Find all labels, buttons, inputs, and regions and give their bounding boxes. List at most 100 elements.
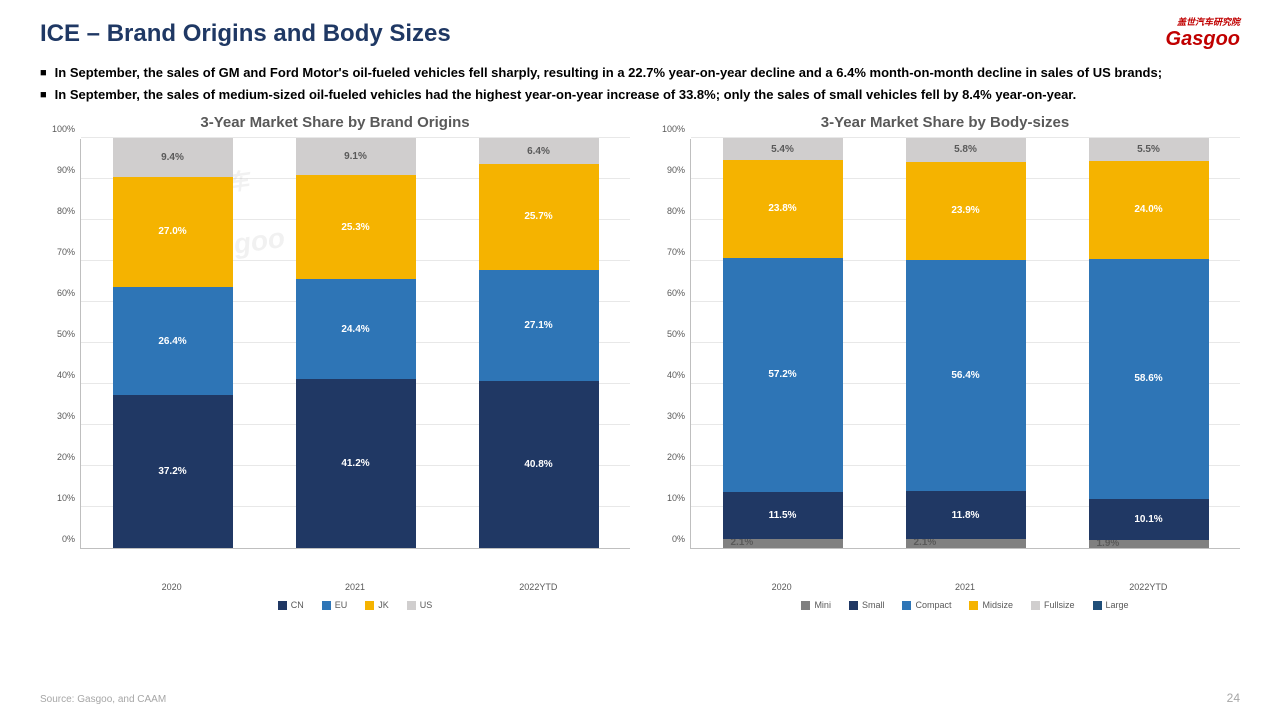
y-tick-label: 30% — [667, 411, 685, 421]
y-axis: 0%10%20%30%40%50%60%70%80%90%100% — [650, 139, 690, 549]
y-tick-label: 40% — [667, 370, 685, 380]
y-axis: 0%10%20%30%40%50%60%70%80%90%100% — [40, 139, 80, 549]
y-tick-label: 60% — [57, 288, 75, 298]
legend-label: Small — [862, 600, 885, 610]
bar-segment: 9.4% — [113, 138, 233, 177]
y-tick-label: 10% — [667, 493, 685, 503]
legend-swatch-icon — [1093, 601, 1102, 610]
legend-item: Mini — [801, 600, 831, 610]
bar-segment: 5.5% — [1089, 138, 1209, 161]
bar-segment: 27.1% — [479, 270, 599, 381]
stacked-bar: 1.9%10.1%58.6%24.0%5.5% — [1089, 138, 1209, 548]
logo-subtitle: 盖世汽车研究院 — [1166, 15, 1240, 28]
x-tick-label: 2021 — [295, 582, 415, 592]
legend-swatch-icon — [407, 601, 416, 610]
legend-swatch-icon — [365, 601, 374, 610]
chart-title: 3-Year Market Share by Brand Origins — [40, 114, 630, 131]
legend-label: US — [420, 600, 433, 610]
page-number: 24 — [1227, 691, 1240, 705]
page-title: ICE – Brand Origins and Body Sizes — [40, 20, 451, 48]
legend-item: Fullsize — [1031, 600, 1075, 610]
chart-right: 3-Year Market Share by Body-sizes 0% 10% 2… — [650, 114, 1240, 610]
legend-label: Mini — [814, 600, 831, 610]
chart-plot-area: 0%10%20%30%40%50%60%70%80%90%100% 盖世汽车 G… — [650, 139, 1240, 579]
bar-segment: 27.0% — [113, 177, 233, 288]
bar-segment: 11.5% — [723, 492, 843, 539]
bar-segment: 23.8% — [723, 160, 843, 258]
bar-segment: 58.6% — [1089, 259, 1209, 499]
stacked-bar: 2.1%11.8%56.4%23.9%5.8% — [906, 138, 1026, 548]
bullet-item: ■ In September, the sales of medium-size… — [40, 85, 1240, 105]
legend-label: JK — [378, 600, 389, 610]
legend-label: CN — [291, 600, 304, 610]
legend-swatch-icon — [849, 601, 858, 610]
source-note: Source: Gasgoo, and CAAM — [40, 694, 166, 705]
y-tick-label: 20% — [667, 452, 685, 462]
y-tick-label: 40% — [57, 370, 75, 380]
legend-item: EU — [322, 600, 348, 610]
legend-label: EU — [335, 600, 348, 610]
y-tick-label: 30% — [57, 411, 75, 421]
bullet-marker-icon: ■ — [40, 65, 47, 83]
bar-segment: 25.7% — [479, 164, 599, 269]
y-tick-label: 0% — [62, 534, 75, 544]
legend-swatch-icon — [969, 601, 978, 610]
x-tick-label: 2022YTD — [478, 582, 598, 592]
bar-segment: 40.8% — [479, 381, 599, 548]
legend-item: Compact — [902, 600, 951, 610]
y-tick-label: 100% — [52, 124, 75, 134]
chart-title: 3-Year Market Share by Body-sizes — [650, 114, 1240, 131]
stacked-bar: 41.2%24.4%25.3%9.1% — [296, 138, 416, 548]
stacked-bar: 37.2%26.4%27.0%9.4% — [113, 138, 233, 548]
legend-swatch-icon — [278, 601, 287, 610]
legend-label: Midsize — [982, 600, 1013, 610]
bar-segment: 5.4% — [723, 138, 843, 160]
legend-label: Large — [1106, 600, 1129, 610]
y-tick-label: 50% — [57, 329, 75, 339]
logo: 盖世汽车研究院 Gasgoo — [1166, 15, 1240, 51]
legend-item: JK — [365, 600, 389, 610]
legend-label: Compact — [915, 600, 951, 610]
legend-item: Large — [1093, 600, 1129, 610]
bar-segment: 9.1% — [296, 138, 416, 175]
bar-segment: 5.8% — [906, 138, 1026, 162]
bar-segment: 57.2% — [723, 258, 843, 493]
stacked-bar: 2.1%11.5%57.2%23.8%5.4% — [723, 138, 843, 548]
legend-swatch-icon — [322, 601, 331, 610]
bullet-text: In September, the sales of GM and Ford M… — [55, 63, 1162, 83]
legend-swatch-icon — [1031, 601, 1040, 610]
x-tick-label: 2021 — [905, 582, 1025, 592]
stacked-bar: 40.8%27.1%25.7%6.4% — [479, 138, 599, 548]
y-tick-label: 90% — [667, 165, 685, 175]
y-tick-label: 20% — [57, 452, 75, 462]
plot-region: 盖世汽车 Gasgoo 2.1%11.5%57.2%23.8%5.4%2.1%1… — [690, 139, 1240, 549]
bar-segment: 25.3% — [296, 175, 416, 279]
y-tick-label: 10% — [57, 493, 75, 503]
y-tick-label: 60% — [667, 288, 685, 298]
legend: Mini Small Compact Midsize Fullsize Large — [690, 600, 1240, 610]
legend-item: US — [407, 600, 433, 610]
y-tick-label: 0% — [672, 534, 685, 544]
x-tick-label: 2020 — [112, 582, 232, 592]
y-tick-label: 80% — [57, 206, 75, 216]
legend-item: CN — [278, 600, 304, 610]
legend-swatch-icon — [902, 601, 911, 610]
charts-row: 3-Year Market Share by Brand Origins 0% 1… — [40, 114, 1240, 610]
bullet-item: ■ In September, the sales of GM and Ford… — [40, 63, 1240, 83]
bar-segment: 10.1% — [1089, 499, 1209, 540]
bars-container: 2.1%11.5%57.2%23.8%5.4% 2.1%11.8%56.4%23.… — [691, 139, 1240, 548]
bullet-list: ■ In September, the sales of GM and Ford… — [40, 63, 1240, 104]
legend-swatch-icon — [801, 601, 810, 610]
y-tick-label: 100% — [662, 124, 685, 134]
plot-region: 盖世汽车 Gasgoo 37.2%26.4%27.0%9.4%41.2%24.4… — [80, 139, 630, 549]
bar-segment: 56.4% — [906, 260, 1026, 491]
bar-segment: 1.9% — [1089, 540, 1209, 548]
bar-segment: 41.2% — [296, 379, 416, 548]
y-tick-label: 80% — [667, 206, 685, 216]
y-tick-label: 90% — [57, 165, 75, 175]
bar-segment: 2.1% — [723, 539, 843, 548]
header: ICE – Brand Origins and Body Sizes — [40, 20, 1240, 58]
bullet-text: In September, the sales of medium-sized … — [55, 85, 1077, 105]
bars-container: 37.2%26.4%27.0%9.4% 41.2%24.4%25.3%9.1% 40… — [81, 139, 630, 548]
logo-text: Gasgoo — [1166, 28, 1240, 50]
